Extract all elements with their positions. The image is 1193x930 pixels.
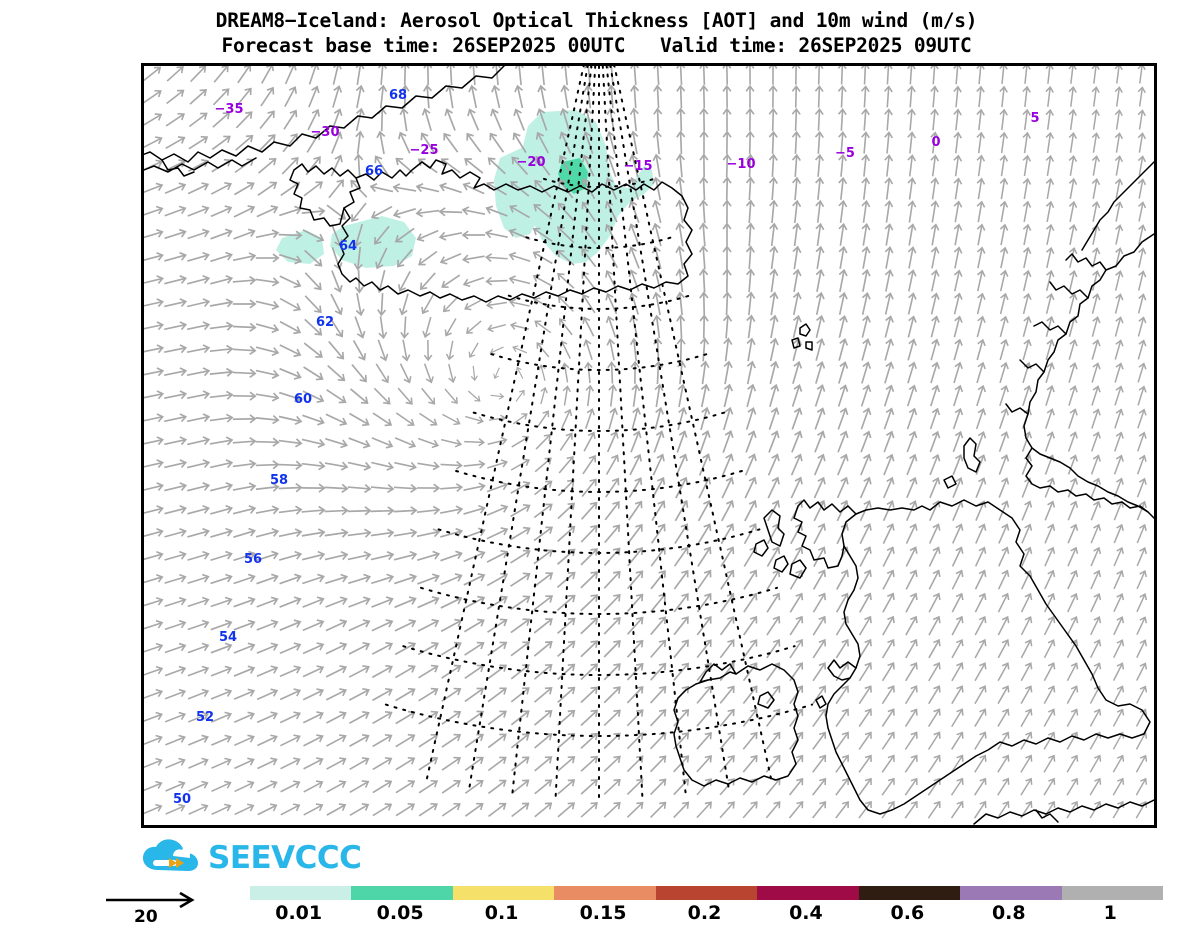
- title-line-1: DREAM8−Iceland: Aerosol Optical Thicknes…: [215, 9, 978, 32]
- colorbar-label-4: 0.2: [687, 902, 722, 924]
- latitude-label-5: 58: [270, 473, 288, 488]
- colorbar-segment-2: [452, 886, 555, 900]
- coast-france-2: [1035, 809, 1059, 823]
- longitude-label-8: 5: [1030, 111, 1039, 126]
- latitude-label-7: 54: [219, 630, 237, 645]
- coast-iceland-westfjords: [289, 163, 357, 227]
- coast-hebrides-1: [763, 509, 785, 547]
- coast-norway-fjord4: [1019, 359, 1045, 373]
- coast-faroe: [799, 323, 811, 337]
- logo-text: SEEVCCC: [208, 839, 362, 876]
- coast-norway-south: [1025, 447, 1149, 513]
- colorbar-label-0: 0.01: [275, 902, 323, 924]
- coast-greenland: [144, 66, 505, 163]
- aot-colorbar-labels: 0.01 0.05 0.1 0.15 0.2 0.4 0.6 0.8 1: [250, 902, 1163, 928]
- latitude-label-4: 60: [294, 392, 312, 407]
- coast-scotland-west: [793, 499, 857, 569]
- coast-shetland: [963, 437, 981, 473]
- coast-ireland-north: [699, 663, 737, 683]
- colorbar-label-5: 0.4: [789, 902, 823, 924]
- longitude-label-2: −25: [410, 143, 439, 158]
- latitude-label-8: 52: [196, 710, 214, 725]
- map-canvas: −35 −30 −25 −20 −15 −10 −5 0 5 68 66 64 62 60 58 56 54 52…: [144, 66, 1154, 825]
- colorbar-segment-5: [757, 886, 859, 900]
- parallel-60: [472, 411, 726, 432]
- parallel-56: [437, 528, 761, 554]
- colorbar-label-3: 0.15: [579, 902, 627, 924]
- coast-norway-edge: [1081, 161, 1154, 251]
- longitude-label-1: −30: [311, 125, 340, 140]
- coast-hebrides-3: [773, 555, 789, 573]
- aot-colorbar: [250, 886, 1163, 900]
- longitude-label-6: −5: [835, 146, 855, 161]
- coast-france: [973, 799, 1154, 825]
- parallel-52: [402, 645, 796, 676]
- longitude-label-0: −35: [215, 102, 244, 117]
- coast-norway-fjord3: [1033, 321, 1067, 335]
- coast-isle-of-man: [815, 695, 827, 709]
- colorbar-label-2: 0.1: [484, 902, 519, 924]
- aot-patch-light-south: [330, 216, 416, 268]
- coast-greenland-fjord: [161, 159, 195, 177]
- seevccc-logo: SEEVCCC: [140, 836, 440, 880]
- parallel-62: [490, 353, 708, 371]
- graticule-layer: [384, 66, 814, 798]
- coast-skye: [789, 559, 807, 579]
- longitude-label-3: −20: [517, 155, 546, 170]
- latitude-label-3: 62: [316, 315, 334, 330]
- coast-norway-fjord2: [1049, 281, 1089, 299]
- coast-ireland: [673, 663, 799, 787]
- graticule-labels: −35 −30 −25 −20 −15 −10 −5 0 5 68 66 64 62 60 58 56 54 52…: [173, 88, 1040, 807]
- colorbar-label-6: 0.6: [890, 902, 925, 924]
- wind-scale-arrow-icon: [106, 891, 195, 909]
- coast-lough-neagh: [757, 691, 775, 709]
- coast-iceland: [337, 159, 693, 303]
- coastline-layer: [144, 66, 1154, 825]
- longitude-label-4: −15: [624, 159, 653, 174]
- coast-gb-wales: [827, 659, 857, 681]
- coast-orkney: [943, 475, 957, 489]
- latitude-label-9: 50: [173, 792, 191, 807]
- colorbar-segment-7: [960, 886, 1062, 900]
- latitude-label-0: 68: [389, 88, 407, 103]
- cloud-icon: [143, 839, 198, 871]
- coast-great-britain: [825, 499, 1151, 815]
- colorbar-label-7: 0.8: [991, 902, 1026, 924]
- coast-norway-fjord5: [1005, 403, 1029, 415]
- coast-greenland-inner: [144, 157, 257, 173]
- map-panel: −35 −30 −25 −20 −15 −10 −5 0 5 68 66 64 62 60 58 56 54 52…: [141, 63, 1157, 828]
- colorbar-segment-4: [655, 886, 758, 900]
- parallel-64: [507, 294, 691, 310]
- colorbar-segment-3: [554, 886, 656, 900]
- title-line-2: Forecast base time: 26SEP2025 00UTC Vali…: [221, 34, 972, 57]
- parallel-58: [455, 470, 743, 493]
- colorbar-segment-8: [1061, 886, 1163, 900]
- chart-title-block: DREAM8−Iceland: Aerosol Optical Thicknes…: [0, 8, 1193, 58]
- coast-norway: [1023, 233, 1154, 519]
- aot-patch-light-ne2: [494, 144, 544, 238]
- colorbar-label-1: 0.05: [376, 902, 424, 924]
- wind-vector-field: [144, 66, 1148, 819]
- wind-scale-value: 20: [134, 907, 158, 927]
- longitude-label-5: −10: [727, 157, 756, 172]
- wind-scale-legend: 20: [104, 886, 214, 930]
- coast-norway-fjord1: [1065, 253, 1107, 271]
- colorbar-label-8: 1: [1103, 902, 1117, 924]
- colorbar-segment-6: [858, 886, 961, 900]
- parallel-50: [384, 703, 814, 737]
- colorbar-segment-0: [250, 886, 352, 900]
- coast-hebrides-2: [753, 539, 769, 557]
- coast-faroe-2: [791, 337, 801, 349]
- latitude-label-2: 64: [339, 239, 357, 254]
- latitude-label-1: 66: [365, 164, 383, 179]
- colorbar-segment-1: [351, 886, 453, 900]
- parallel-54: [420, 586, 778, 615]
- coast-faroe-3: [805, 341, 813, 351]
- longitude-label-7: 0: [931, 135, 940, 150]
- aot-patch-light-south2: [276, 230, 324, 264]
- parallel-66: [525, 236, 673, 249]
- latitude-label-6: 56: [244, 552, 262, 567]
